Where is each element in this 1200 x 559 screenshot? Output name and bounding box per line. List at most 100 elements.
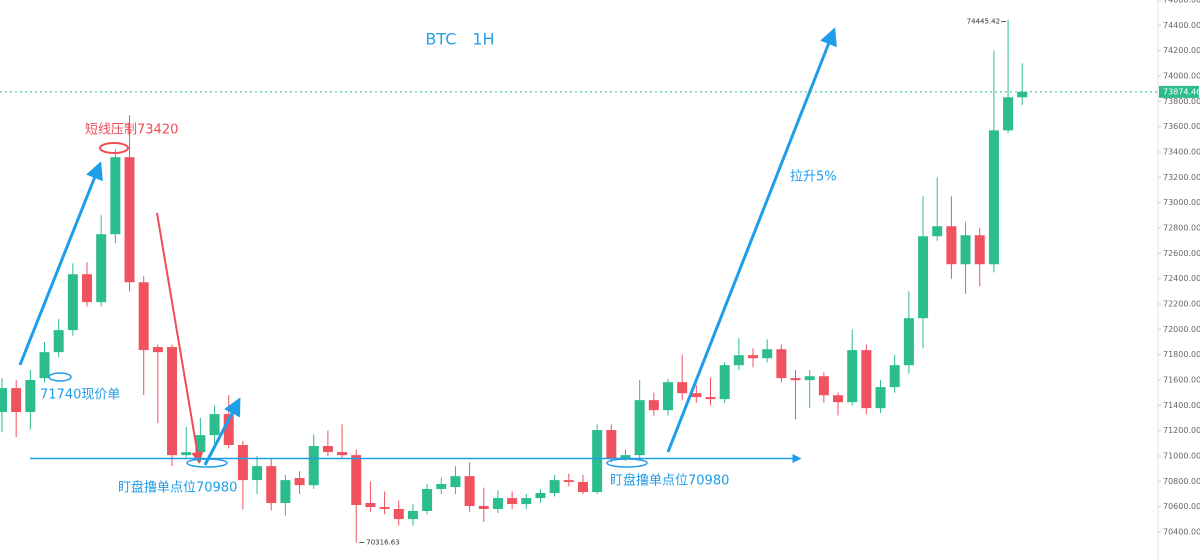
candle-body bbox=[252, 466, 263, 481]
y-tick-label: 72400.00 bbox=[1163, 274, 1200, 283]
candle-body bbox=[861, 350, 872, 409]
candle-body bbox=[563, 480, 574, 482]
candle-body bbox=[1017, 91, 1028, 98]
candle-body bbox=[903, 318, 914, 366]
candle-body bbox=[322, 446, 333, 453]
candle-body bbox=[237, 444, 248, 481]
y-tick-label: 73800.00 bbox=[1163, 97, 1200, 106]
annotation: 拉升5% bbox=[790, 170, 837, 185]
annotation: 盯盘撸单点位70980 bbox=[118, 480, 237, 496]
y-tick-label: 73600.00 bbox=[1163, 122, 1200, 131]
chart-title: BTC 1H bbox=[425, 30, 494, 49]
arrow bbox=[18, 161, 103, 366]
candle-body bbox=[67, 274, 78, 331]
candles bbox=[0, 19, 1028, 543]
annotation: 71740现价单 bbox=[40, 388, 120, 403]
y-tick-label: 74000.00 bbox=[1163, 72, 1200, 81]
last-price-label: 73874.46 bbox=[1163, 87, 1200, 96]
y-tick-label: 70600.00 bbox=[1163, 502, 1200, 511]
candle-body bbox=[606, 430, 617, 459]
candle-body bbox=[337, 452, 348, 456]
candle-body bbox=[266, 466, 277, 504]
y-tick-label: 74200.00 bbox=[1163, 46, 1200, 55]
candle-body bbox=[82, 274, 93, 303]
candle-body bbox=[365, 503, 376, 508]
candle-body bbox=[988, 130, 999, 265]
candle-body bbox=[11, 388, 22, 413]
last-price-box bbox=[1159, 85, 1199, 98]
candle-body bbox=[478, 506, 489, 509]
y-tick-label: 70800.00 bbox=[1163, 477, 1200, 486]
candle-body bbox=[53, 330, 64, 353]
highlight bbox=[99, 142, 129, 154]
candle-body bbox=[946, 226, 957, 265]
y-tick-label: 73400.00 bbox=[1163, 148, 1200, 157]
candle-body bbox=[492, 498, 503, 509]
candle-body bbox=[507, 498, 518, 505]
candle-body bbox=[577, 481, 588, 492]
candle-body bbox=[138, 282, 149, 351]
candle-body bbox=[833, 395, 844, 403]
y-tick-label: 71800.00 bbox=[1163, 350, 1200, 359]
y-tick-label: 71000.00 bbox=[1163, 452, 1200, 461]
y-tick-label: 72600.00 bbox=[1163, 249, 1200, 258]
candle-body bbox=[422, 488, 433, 511]
candle-body bbox=[662, 382, 673, 411]
candle-body bbox=[535, 493, 546, 499]
y-tick-label: 73000.00 bbox=[1163, 198, 1200, 207]
candle-body bbox=[195, 435, 206, 453]
candle-body bbox=[521, 498, 532, 505]
candle-body bbox=[691, 393, 702, 398]
candle-body bbox=[167, 347, 178, 456]
candle-body bbox=[889, 365, 900, 388]
annotation: 短线压制73420 bbox=[85, 123, 178, 138]
candle-body bbox=[351, 455, 362, 506]
high-label: 74445.42 bbox=[967, 18, 1000, 26]
candle-body bbox=[748, 355, 759, 359]
candle-body bbox=[592, 430, 603, 492]
y-tick-label: 70400.00 bbox=[1163, 528, 1200, 537]
candle-body bbox=[450, 476, 461, 488]
candle-body bbox=[677, 382, 688, 394]
low-label: 70316.63 bbox=[366, 539, 399, 547]
candle-body bbox=[0, 388, 7, 413]
candle-body bbox=[393, 508, 404, 520]
candle-body bbox=[719, 365, 730, 400]
candle-body bbox=[407, 510, 418, 520]
candle-body bbox=[804, 376, 815, 381]
candle-body bbox=[932, 226, 943, 237]
candle-body bbox=[223, 414, 234, 445]
candle-body bbox=[960, 235, 971, 265]
candle-body bbox=[634, 400, 645, 456]
y-tick-label: 72800.00 bbox=[1163, 224, 1200, 233]
candle-body bbox=[379, 507, 390, 509]
highlight bbox=[48, 372, 72, 382]
y-tick-label: 73200.00 bbox=[1163, 173, 1200, 182]
candle-body bbox=[294, 478, 305, 486]
arrow bbox=[156, 212, 204, 464]
candle-body bbox=[733, 355, 744, 366]
candle-body bbox=[974, 235, 985, 265]
y-tick-label: 72200.00 bbox=[1163, 300, 1200, 309]
arrow bbox=[203, 397, 241, 466]
candle-body bbox=[818, 376, 829, 396]
candle-body bbox=[648, 400, 659, 411]
candle-body bbox=[705, 397, 716, 400]
y-tick-label: 71200.00 bbox=[1163, 426, 1200, 435]
annotation: 盯盘撸单点位70980 bbox=[610, 473, 729, 489]
candle-body bbox=[96, 234, 107, 303]
candle-body bbox=[762, 349, 773, 359]
candle-body bbox=[1003, 97, 1014, 131]
candle-body bbox=[209, 414, 220, 436]
arrow bbox=[666, 27, 837, 453]
candle-body bbox=[918, 236, 929, 319]
candle-body bbox=[280, 480, 291, 504]
y-tick-label: 72000.00 bbox=[1163, 325, 1200, 334]
y-tick-label: 71400.00 bbox=[1163, 401, 1200, 410]
candle-body bbox=[549, 480, 560, 494]
candle-body bbox=[620, 455, 631, 459]
candle-body bbox=[308, 446, 319, 486]
candle-body bbox=[124, 157, 135, 283]
candle-body bbox=[152, 347, 163, 353]
